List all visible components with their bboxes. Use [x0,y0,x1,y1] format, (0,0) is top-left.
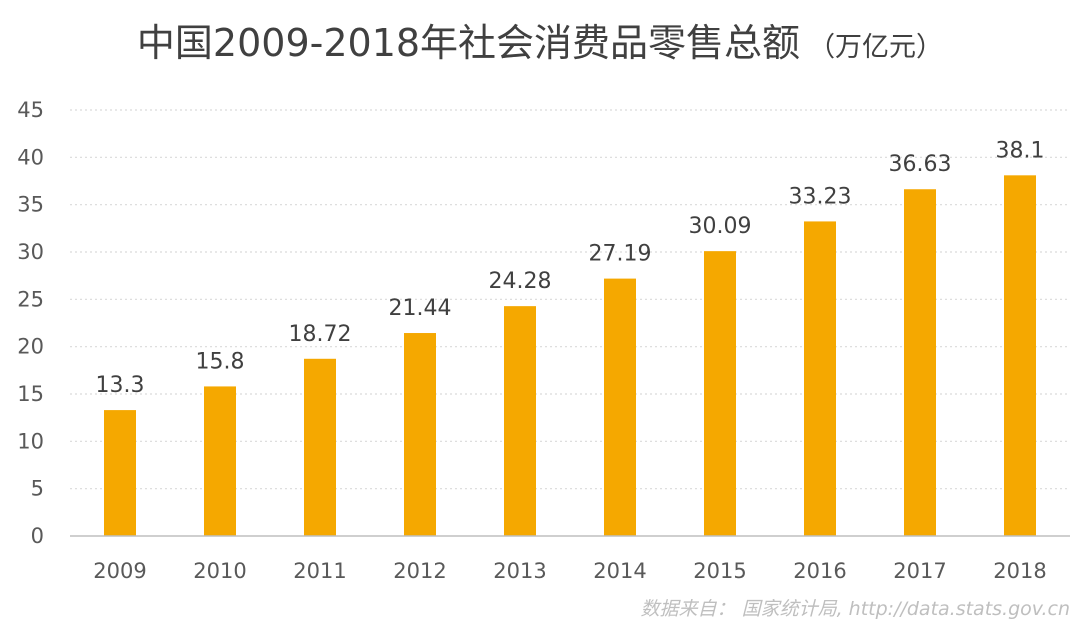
y-tick-label: 25 [17,287,44,311]
data-label: 18.72 [289,322,352,347]
x-tick-label: 2009 [93,559,146,583]
y-tick-label: 45 [17,98,44,122]
y-tick-label: 40 [17,145,44,169]
bar-2011 [304,358,336,536]
bars [104,175,1036,536]
bar-2013 [504,306,536,536]
data-label: 33.23 [789,184,852,209]
y-tick-label: 20 [17,335,44,359]
bar-2017 [904,189,936,536]
data-label: 21.44 [389,296,452,321]
data-label: 15.8 [196,349,245,374]
data-label: 38.1 [996,138,1045,163]
source-note: 数据来自： 国家统计局, http://data.stats.gov.cn [640,598,1070,620]
x-axis: 2009 2010 2011 2012 2013 2014 2015 2016 2017 2018 [70,535,1070,583]
chart-title-block: 中国2009-2018年社会消费品零售总额 （万亿元） [0,12,1080,67]
x-tick-label: 2017 [893,559,946,583]
y-tick-label: 30 [17,240,44,264]
y-tick-label: 35 [17,193,44,217]
bar-2010 [204,386,236,536]
x-tick-label: 2012 [393,559,446,583]
y-tick-label: 5 [31,477,44,501]
x-tick-label: 2018 [993,559,1046,583]
chart-title: 中国2009-2018年社会消费品零售总额 [136,21,801,65]
y-tick-label: 10 [17,429,44,453]
bar-2016 [804,221,836,536]
bar-2009 [104,410,136,536]
x-tick-label: 2011 [293,559,346,583]
data-label: 27.19 [589,242,652,267]
x-tick-label: 2016 [793,559,846,583]
data-label: 24.28 [489,269,552,294]
chart-subtitle: （万亿元） [808,32,944,63]
bar-2014 [604,278,636,536]
bar-2012 [404,333,436,536]
gridlines [70,109,1070,490]
data-label: 36.63 [889,152,952,177]
y-tick-label: 0 [31,524,44,548]
bar-2015 [704,251,736,536]
y-axis: 0 5 10 15 20 25 30 35 40 45 [17,98,44,548]
x-tick-label: 2015 [693,559,746,583]
x-tick-label: 2013 [493,559,546,583]
data-labels: 13.3 15.8 18.72 21.44 24.28 27.19 30.09 33.23 36… [96,138,1045,398]
x-tick-label: 2010 [193,559,246,583]
y-tick-label: 15 [17,382,44,406]
bar-2018 [1004,175,1036,536]
data-label: 30.09 [689,214,752,239]
data-label: 13.3 [96,373,145,398]
x-tick-label: 2014 [593,559,646,583]
